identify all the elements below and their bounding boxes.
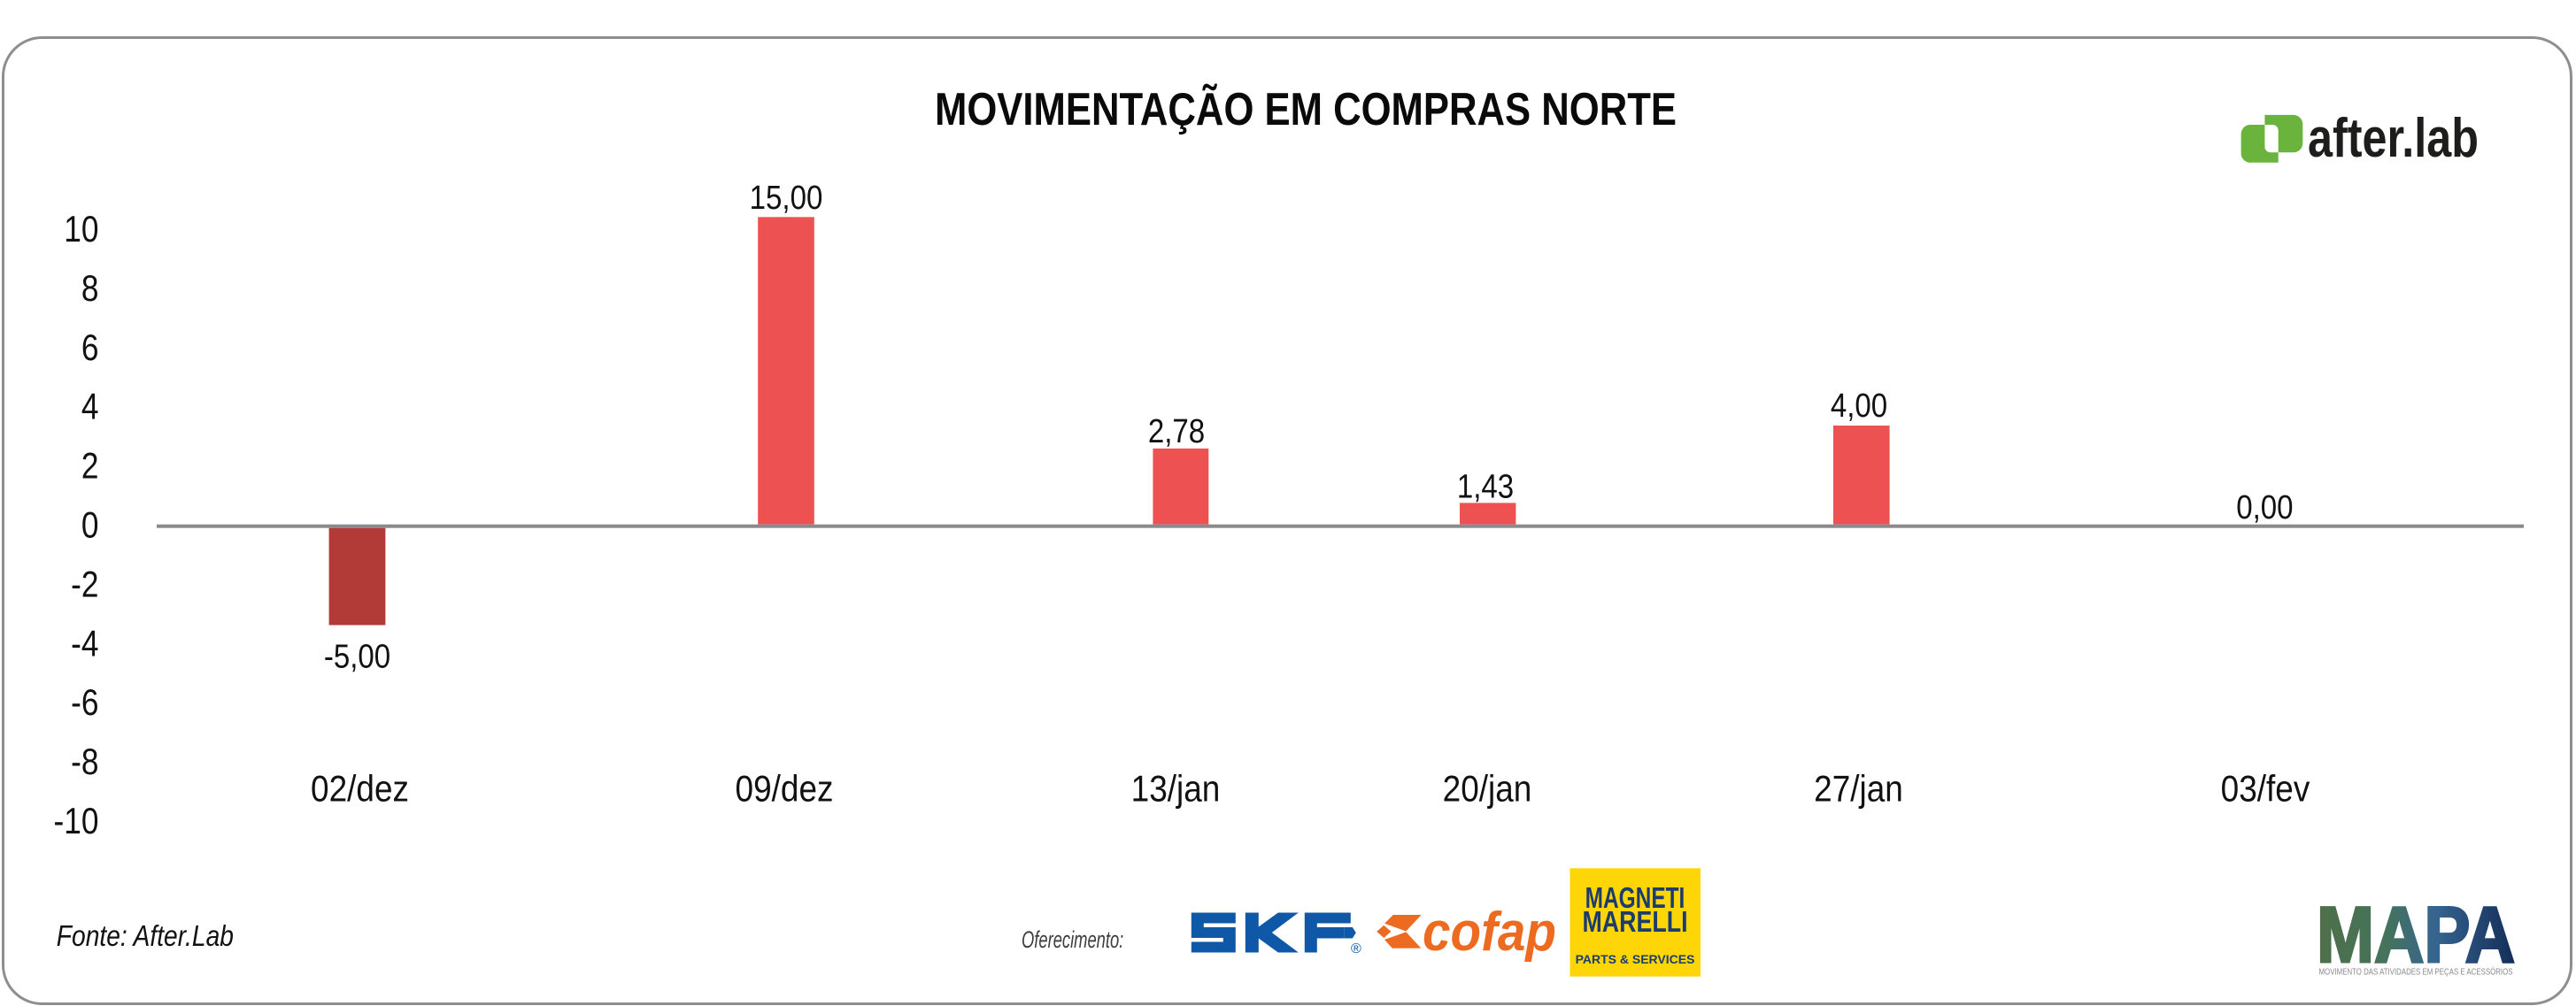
svg-text:MOVIMENTO DAS ATIVIDADES EM PE: MOVIMENTO DAS ATIVIDADES EM PEÇAS E ACES… [2319,966,2513,978]
svg-text:®: ® [1351,941,1361,956]
svg-text:0,00: 0,00 [2236,488,2293,526]
svg-text:6: 6 [81,327,99,369]
svg-text:13/jan: 13/jan [1131,768,1221,810]
svg-text:4: 4 [81,387,99,428]
svg-text:02/dez: 02/dez [311,768,409,810]
svg-text:0: 0 [81,505,99,547]
svg-text:-2: -2 [71,564,98,606]
svg-text:MAGNETI: MAGNETI [1585,881,1685,915]
svg-text:2,78: 2,78 [1148,412,1205,450]
svg-text:MARELLI: MARELLI [1582,906,1687,938]
svg-text:-8: -8 [71,741,98,783]
svg-text:10: 10 [64,209,98,250]
svg-text:09/dez: 09/dez [736,768,834,810]
svg-text:2: 2 [81,446,99,488]
svg-text:PARTS & SERVICES: PARTS & SERVICES [1576,952,1695,966]
svg-text:Fonte: After.Lab: Fonte: After.Lab [57,919,234,953]
svg-text:15,00: 15,00 [750,179,823,217]
svg-text:27/jan: 27/jan [1814,768,1903,810]
svg-text:MAPA: MAPA [2317,890,2515,979]
svg-text:-6: -6 [71,682,98,724]
svg-text:Oferecimento:: Oferecimento: [1022,925,1123,952]
svg-text:8: 8 [81,268,99,310]
svg-text:-10: -10 [54,801,99,842]
svg-text:1,43: 1,43 [1457,467,1514,505]
svg-text:cofap: cofap [1423,902,1556,963]
svg-text:after.lab: after.lab [2308,108,2479,169]
svg-text:20/jan: 20/jan [1443,768,1532,810]
svg-text:4,00: 4,00 [1831,387,1887,425]
svg-text:MOVIMENTAÇÃO EM COMPRAS NORTE: MOVIMENTAÇÃO EM COMPRAS NORTE [935,83,1677,135]
svg-text:-5,00: -5,00 [324,637,390,675]
svg-text:-4: -4 [71,623,98,664]
svg-text:03/fev: 03/fev [2221,768,2310,810]
